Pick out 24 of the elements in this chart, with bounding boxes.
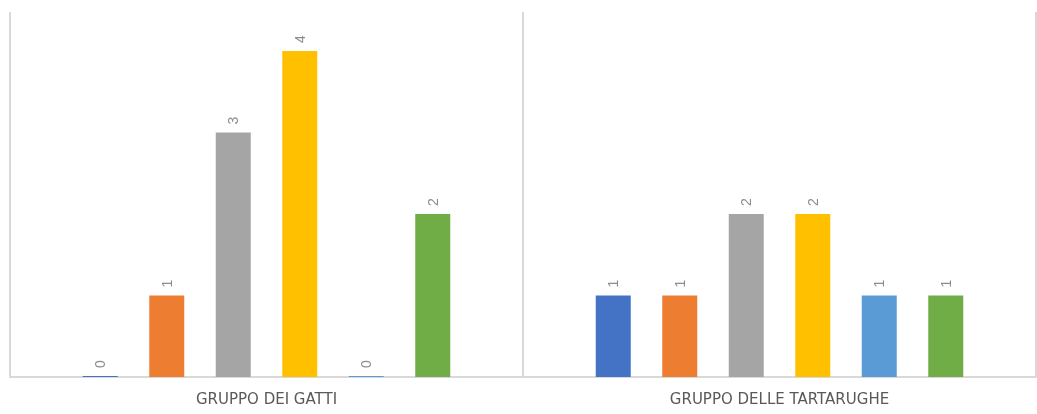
data-label: 0 xyxy=(92,360,109,368)
bar xyxy=(662,295,698,377)
data-label: 1 xyxy=(158,279,175,288)
bar xyxy=(415,214,451,377)
data-label: 1 xyxy=(605,279,622,288)
data-label: 4 xyxy=(291,35,308,44)
data-label: 1 xyxy=(871,279,888,288)
bar xyxy=(595,295,631,377)
x-tick-label: GRUPPO DEI GATTI xyxy=(195,389,338,408)
bar xyxy=(728,214,764,377)
bar xyxy=(215,132,251,377)
data-label: 2 xyxy=(804,198,821,207)
data-label: 2 xyxy=(738,198,755,207)
bar xyxy=(149,295,185,377)
data-label: 1 xyxy=(671,279,688,288)
data-label: 3 xyxy=(225,116,242,125)
data-label: 2 xyxy=(424,198,441,207)
bar xyxy=(795,214,831,377)
bar xyxy=(282,51,318,377)
bar xyxy=(928,295,964,377)
bar xyxy=(861,295,897,377)
data-label: 0 xyxy=(358,360,375,368)
x-tick-label: GRUPPO DELLE TARTARUGHE xyxy=(669,389,890,408)
data-label: 1 xyxy=(937,279,954,288)
